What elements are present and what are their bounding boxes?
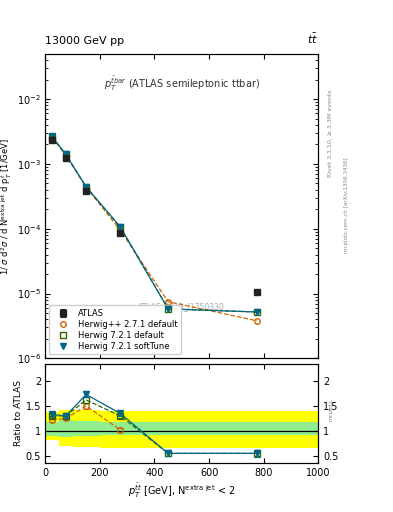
Text: $p_T^{\bar{t}bar}$ (ATLAS semileptonic ttbar): $p_T^{\bar{t}bar}$ (ATLAS semileptonic t…: [104, 75, 260, 93]
Text: Rivet 3.1.10, ≥ 3.3M events: Rivet 3.1.10, ≥ 3.3M events: [328, 89, 333, 177]
Legend: ATLAS, Herwig++ 2.7.1 default, Herwig 7.2.1 default, Herwig 7.2.1 softTune: ATLAS, Herwig++ 2.7.1 default, Herwig 7.…: [50, 305, 181, 354]
Y-axis label: Ratio to ATLAS: Ratio to ATLAS: [14, 380, 23, 446]
Text: 13000 GeV pp: 13000 GeV pp: [45, 36, 124, 46]
Text: $t\bar{t}$: $t\bar{t}$: [307, 32, 318, 46]
Text: mcplots.cern.ch [arXiv:1306.3436]: mcplots.cern.ch [arXiv:1306.3436]: [344, 157, 349, 252]
Y-axis label: 1/ $\sigma$ d$^2\sigma$ / d N$^{\rm extra\ jet}$ d p$_T^{\bar{t}}$ [1/GeV]: 1/ $\sigma$ d$^2\sigma$ / d N$^{\rm extr…: [0, 138, 14, 274]
X-axis label: $p_T^{\bar{t}t}$ [GeV], N$^{\rm extra\ jet}$ < 2: $p_T^{\bar{t}t}$ [GeV], N$^{\rm extra\ j…: [128, 482, 235, 500]
Text: ATLAS_2019_I1750330: ATLAS_2019_I1750330: [138, 302, 225, 311]
Text: mcplots.: mcplots.: [328, 398, 333, 421]
